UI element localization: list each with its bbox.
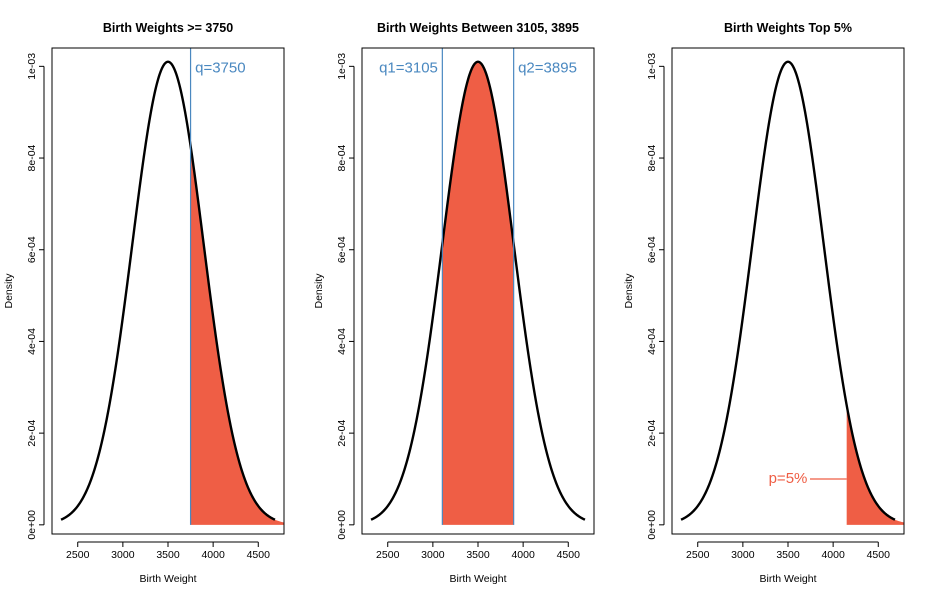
y-tick-label: 4e-04 [646,328,658,355]
density-curve [680,60,896,521]
plot-box [51,47,285,535]
x-axis-label: Birth Weight [450,573,507,585]
density-curve [370,60,586,521]
y-tick-label: 4e-04 [26,328,38,355]
annotation-label: q=3750 [195,60,245,77]
annotation-label: p=5% [769,470,808,487]
plot-box [361,47,595,535]
y-tick-label: 0e+00 [26,510,38,540]
x-tick-label: 3000 [731,549,755,561]
chart-title: Birth Weights >= 3750 [103,21,233,35]
x-tick-label: 4500 [557,549,581,561]
x-tick-label: 3500 [156,549,180,561]
panel-birth-weights-above-3750: Birth Weights >= 3750 2500 3000 3500 4000 450… [3,21,285,585]
x-tick-label: 2500 [686,549,710,561]
y-tick-label: 0e+00 [336,510,348,540]
panel-birth-weights-top-5: Birth Weights Top 5% 2500 3000 3500 4000 4500… [623,21,905,585]
x-tick-label: 3000 [111,549,135,561]
panel-birth-weights-between: Birth Weights Between 3105, 3895 2500 3000… [313,21,595,585]
x-tick-label: 3500 [776,549,800,561]
x-tick-label: 4000 [201,549,225,561]
shaded-area [190,145,284,525]
y-tick-label: 1e-03 [26,53,38,80]
y-tick-label: 6e-04 [336,236,348,263]
chart-title: Birth Weights Between 3105, 3895 [377,21,579,35]
plot-box [671,47,905,535]
annotation-label: q2=3895 [518,60,577,77]
y-axis-label: Density [313,273,325,309]
y-tick-label: 8e-04 [646,144,658,171]
x-tick-label: 4000 [511,549,535,561]
y-tick-label: 4e-04 [336,328,348,355]
shaded-area [442,61,514,525]
annotation-label: q1=3105 [379,60,438,77]
y-tick-label: 8e-04 [336,144,348,171]
y-tick-label: 1e-03 [336,53,348,80]
y-tick-label: 2e-04 [26,420,38,447]
y-tick-label: 2e-04 [336,420,348,447]
x-tick-label: 2500 [376,549,400,561]
y-tick-label: 8e-04 [26,144,38,171]
x-tick-label: 4500 [247,549,271,561]
x-axis-label: Birth Weight [140,573,197,585]
y-tick-label: 0e+00 [646,510,658,540]
x-tick-label: 3000 [421,549,445,561]
x-tick-label: 4500 [867,549,891,561]
x-tick-label: 4000 [821,549,845,561]
y-axis-label: Density [623,273,635,309]
y-tick-label: 1e-03 [646,53,658,80]
y-tick-label: 2e-04 [646,420,658,447]
x-axis-label: Birth Weight [760,573,817,585]
density-curve [60,60,276,521]
x-tick-label: 2500 [66,549,90,561]
x-tick-label: 3500 [466,549,490,561]
y-axis-label: Density [3,273,15,309]
y-tick-label: 6e-04 [26,236,38,263]
chart-title: Birth Weights Top 5% [724,21,852,35]
shaded-area [846,405,904,525]
y-tick-label: 6e-04 [646,236,658,263]
